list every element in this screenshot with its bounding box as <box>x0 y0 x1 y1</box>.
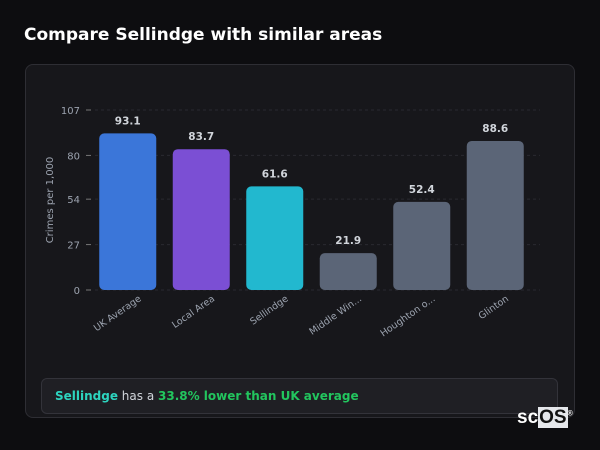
summary-text: has a <box>117 389 158 403</box>
data-label: 21.9 <box>335 235 361 247</box>
x-tick-label: UK Average <box>92 293 144 334</box>
bar[interactable] <box>246 186 304 290</box>
summary-area: Sellindge <box>55 389 118 403</box>
y-tick-label: 27 <box>67 241 80 252</box>
x-tick-label: Middle Win... <box>307 293 364 337</box>
bar[interactable] <box>466 140 524 290</box>
summary-comparison: 33.8% lower than UK average <box>158 389 359 403</box>
bar[interactable] <box>99 133 157 290</box>
data-label: 88.6 <box>482 123 508 135</box>
data-label: 93.1 <box>115 115 141 127</box>
y-tick-label: 54 <box>67 195 80 206</box>
bar[interactable] <box>319 253 377 290</box>
x-tick-label: Sellindge <box>248 293 290 327</box>
watermark-logo: scOS® <box>517 407 573 428</box>
page-title: Compare Sellindge with similar areas <box>24 25 383 45</box>
bar[interactable] <box>393 201 451 290</box>
y-axis-label: Crimes per 1,000 <box>45 157 56 244</box>
y-tick-label: 107 <box>61 106 80 117</box>
x-tick-label: Houghton o... <box>378 293 437 339</box>
y-tick-label: 0 <box>74 286 80 297</box>
summary-box: Sellindge has a 33.8% lower than UK aver… <box>41 378 558 414</box>
x-tick-label: Glinton <box>477 293 511 322</box>
data-label: 61.6 <box>262 168 288 180</box>
data-label: 83.7 <box>188 131 214 143</box>
y-tick-label: 80 <box>67 151 80 162</box>
bar[interactable] <box>172 149 230 290</box>
x-tick-label: Local Area <box>170 293 217 330</box>
data-label: 52.4 <box>409 184 435 196</box>
